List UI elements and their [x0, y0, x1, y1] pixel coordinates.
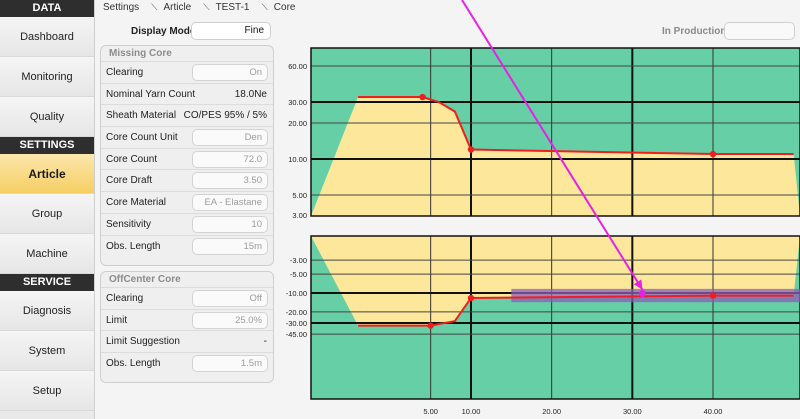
- nominal-yarn-count-value: 18.0Ne: [234, 88, 267, 100]
- row-obs-length: Obs. Length 15m: [101, 234, 273, 257]
- bottom-y-tick-label: -45.00: [286, 330, 307, 339]
- sidebar-item-quality[interactable]: Quality: [0, 97, 94, 137]
- bottom-y-tick-label: -3.00: [290, 256, 307, 265]
- breadcrumb-core: Core: [273, 1, 296, 13]
- x-tick-label: 10.00: [462, 407, 481, 416]
- top-y-tick-label: 30.00: [288, 98, 307, 107]
- top-y-tick-label: 60.00: [288, 62, 307, 71]
- x-tick-label: 5.00: [423, 407, 438, 416]
- offcenter-clearing-field[interactable]: Off: [192, 290, 268, 307]
- bottom-limit-line: [358, 294, 794, 327]
- missing-core-title: Missing Core: [109, 48, 172, 59]
- breadcrumb-separator: ⟍: [203, 1, 210, 12]
- row-core-material: Core Material EA - Elastane: [101, 191, 273, 213]
- row-label: Clearing: [106, 293, 144, 304]
- row-label: Core Draft: [106, 175, 153, 187]
- core-material-field[interactable]: EA - Elastane: [192, 194, 268, 212]
- missing-core-panel: Missing Core Clearing On Nominal Yarn Co…: [100, 45, 274, 266]
- limit-point-marker: [427, 322, 434, 329]
- sidebar-header-service: SERVICE: [0, 274, 94, 291]
- x-tick-label: 40.00: [704, 407, 723, 416]
- limit-point-marker: [709, 292, 717, 299]
- bottom-y-tick-label: -30.00: [286, 319, 307, 328]
- obs-length-field[interactable]: 15m: [192, 237, 268, 255]
- bottom-y-tick-label: -20.00: [286, 308, 307, 317]
- sensitivity-field[interactable]: 10: [192, 215, 268, 233]
- x-tick-label: 20.00: [542, 407, 561, 416]
- clearing-field[interactable]: On: [192, 64, 268, 81]
- breadcrumb: Settings ⟍ Article ⟍ TEST-1 ⟍ Core: [103, 0, 307, 14]
- sidebar-item-system[interactable]: System: [0, 331, 94, 371]
- top-y-tick-label: 5.00: [292, 191, 307, 200]
- sheath-material-value: CO/PES 95% / 5%: [183, 110, 267, 122]
- core-count-unit-field[interactable]: Den: [192, 129, 268, 147]
- row-sensitivity: Sensitivity 10: [101, 212, 273, 235]
- limit-point-marker: [709, 150, 717, 158]
- sidebar-item-group[interactable]: Group: [0, 194, 94, 234]
- row-label: Nominal Yarn Count: [106, 88, 196, 100]
- breadcrumb-separator: ⟍: [261, 1, 268, 12]
- core-clearing-chart[interactable]: 60.00 30.00 20.00 10.00 5.00 3.00 -3.00 -5.00 -1…: [283, 40, 800, 419]
- row-limit-suggestion: Limit Suggestion -: [101, 330, 273, 352]
- sidebar-header-data: DATA: [0, 0, 94, 17]
- row-label: Core Count Unit: [106, 132, 178, 144]
- row-label: Core Material: [106, 197, 167, 209]
- display-mode-label: Display Mode: [131, 26, 196, 37]
- row-label: Obs. Length: [106, 240, 161, 252]
- sidebar-item-machine[interactable]: Machine: [0, 234, 94, 274]
- sidebar-item-monitoring[interactable]: Monitoring: [0, 57, 94, 97]
- sidebar-item-dashboard[interactable]: Dashboard: [0, 17, 94, 57]
- limit-suggestion-value: -: [263, 336, 267, 348]
- row-offcenter-clearing: Clearing Off: [101, 287, 273, 309]
- top-y-tick-label: 20.00: [288, 119, 307, 128]
- row-offcenter-limit: Limit 25.0%: [101, 308, 273, 331]
- offcenter-obs-length-field[interactable]: 1.5m: [192, 355, 268, 373]
- top-y-tick-label: 10.00: [288, 155, 307, 164]
- breadcrumb-separator: ⟍: [151, 1, 158, 12]
- active-point-marker: [638, 290, 646, 298]
- row-sheath-material: Sheath Material CO/PES 95% / 5%: [101, 104, 273, 126]
- sidebar-item-article[interactable]: Article: [0, 154, 94, 194]
- breadcrumb-settings[interactable]: Settings: [103, 1, 140, 13]
- bottom-y-tick-label: -10.00: [286, 289, 307, 298]
- breadcrumb-test-1[interactable]: TEST-1: [215, 1, 250, 13]
- row-label: Clearing: [106, 67, 144, 78]
- limit-point-marker: [467, 146, 475, 153]
- row-clearing: Clearing On: [101, 61, 273, 83]
- core-draft-field[interactable]: 3.50: [192, 172, 268, 190]
- in-production-label: In Production: [662, 26, 727, 37]
- top-y-tick-label: 3.00: [292, 211, 307, 220]
- row-label: Sheath Material: [106, 110, 177, 122]
- limit-point-marker: [419, 93, 426, 101]
- sidebar-header-settings: SETTINGS: [0, 137, 94, 154]
- row-label: Limit Suggestion: [106, 336, 180, 348]
- row-core-count: Core Count 72.0: [101, 147, 273, 170]
- row-label: Core Count: [106, 153, 158, 165]
- x-tick-label: 30.00: [623, 407, 642, 416]
- in-production-field[interactable]: [724, 22, 795, 40]
- row-core-count-unit: Core Count Unit Den: [101, 126, 273, 148]
- row-label: Obs. Length: [106, 358, 161, 370]
- core-count-field[interactable]: 72.0: [192, 150, 268, 168]
- breadcrumb-article[interactable]: Article: [163, 1, 192, 13]
- sidebar: DATA Dashboard Monitoring Quality SETTIN…: [0, 0, 95, 419]
- sidebar-item-diagnosis[interactable]: Diagnosis: [0, 291, 94, 331]
- row-offcenter-obs-length: Obs. Length 1.5m: [101, 352, 273, 374]
- display-mode-select[interactable]: Fine: [191, 22, 271, 40]
- row-core-draft: Core Draft 3.50: [101, 169, 273, 191]
- bottom-y-tick-label: -5.00: [290, 270, 307, 279]
- row-label: Sensitivity: [106, 218, 152, 230]
- offcenter-core-panel: OffCenter Core Clearing Off Limit 25.0% …: [100, 271, 274, 383]
- offcenter-limit-field[interactable]: 25.0%: [192, 311, 268, 329]
- sidebar-item-setup[interactable]: Setup: [0, 371, 94, 411]
- limit-point-marker: [467, 294, 475, 302]
- offcenter-core-title: OffCenter Core: [109, 274, 181, 285]
- row-nominal-yarn-count: Nominal Yarn Count 18.0Ne: [101, 82, 273, 105]
- row-label: Limit: [106, 314, 128, 326]
